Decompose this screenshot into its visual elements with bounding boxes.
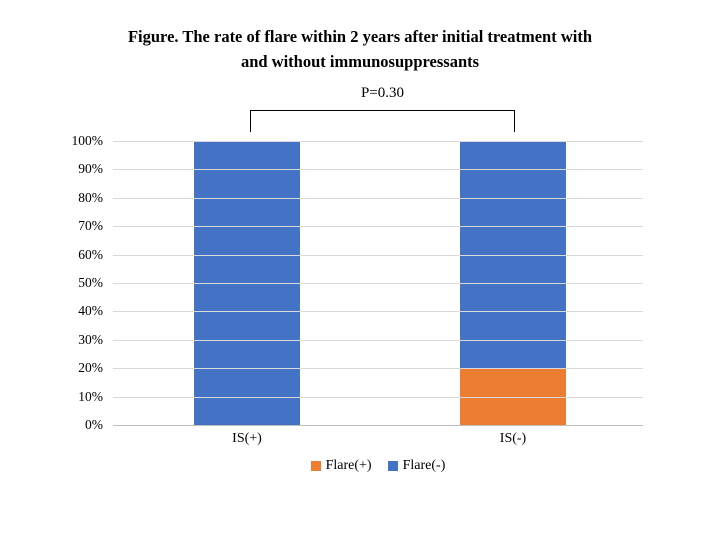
legend-item-flare-minus: Flare(-): [387, 458, 446, 474]
y-tick-label: 90%: [78, 161, 103, 177]
legend-label-flare-minus: Flare(-): [402, 458, 446, 473]
x-category-label-is-minus: IS(-): [499, 431, 527, 446]
significance-bracket-right-tick: [514, 110, 515, 132]
y-tick-label: 60%: [78, 246, 103, 262]
legend-label-flare-plus: Flare(+): [325, 458, 372, 473]
legend-swatch-flare-minus-icon: [387, 461, 398, 471]
y-tick-label: 100%: [71, 133, 104, 148]
y-tick-label: 20%: [78, 360, 103, 376]
significance-bracket-left-tick: [250, 110, 251, 132]
y-tick-label: 30%: [78, 331, 103, 347]
gridline: [113, 339, 643, 341]
y-tick-label: 40%: [78, 303, 103, 319]
chart-title-line2: and without immunosuppressants: [240, 52, 480, 71]
chart-title-line1: Figure. The rate of flare within 2 years…: [127, 27, 593, 46]
y-tick-label: 10%: [78, 388, 103, 404]
gridline: [113, 254, 643, 256]
gridline: [113, 169, 643, 171]
plot-area: 0% 10% 20% 30% 40% 50% 60% 70% 80% 90% 100%: [72, 133, 643, 432]
y-tick-label: 0%: [85, 417, 103, 432]
y-tick-label: 50%: [78, 275, 103, 290]
chart-title: Figure. The rate of flare within 2 years…: [0, 24, 720, 74]
y-tick-label: 70%: [78, 218, 103, 234]
gridline: [113, 197, 643, 199]
x-category-label-is-plus: IS(+): [232, 431, 262, 446]
gridline: [113, 226, 643, 228]
gridline: [113, 396, 643, 398]
gridline: [113, 368, 643, 370]
significance-bracket-horizontal: [250, 110, 515, 111]
gridline: [113, 311, 643, 313]
legend-swatch-flare-plus-icon: [310, 461, 321, 471]
gridline: [113, 283, 643, 284]
y-tick-label: 80%: [78, 189, 103, 205]
legend-item-flare-plus: Flare(+): [310, 458, 372, 474]
x-axis-line: [113, 425, 643, 426]
pvalue-annotation: P=0.30: [360, 85, 405, 101]
gridline: [113, 141, 643, 142]
legend: Flare(+) Flare(-): [113, 458, 643, 474]
